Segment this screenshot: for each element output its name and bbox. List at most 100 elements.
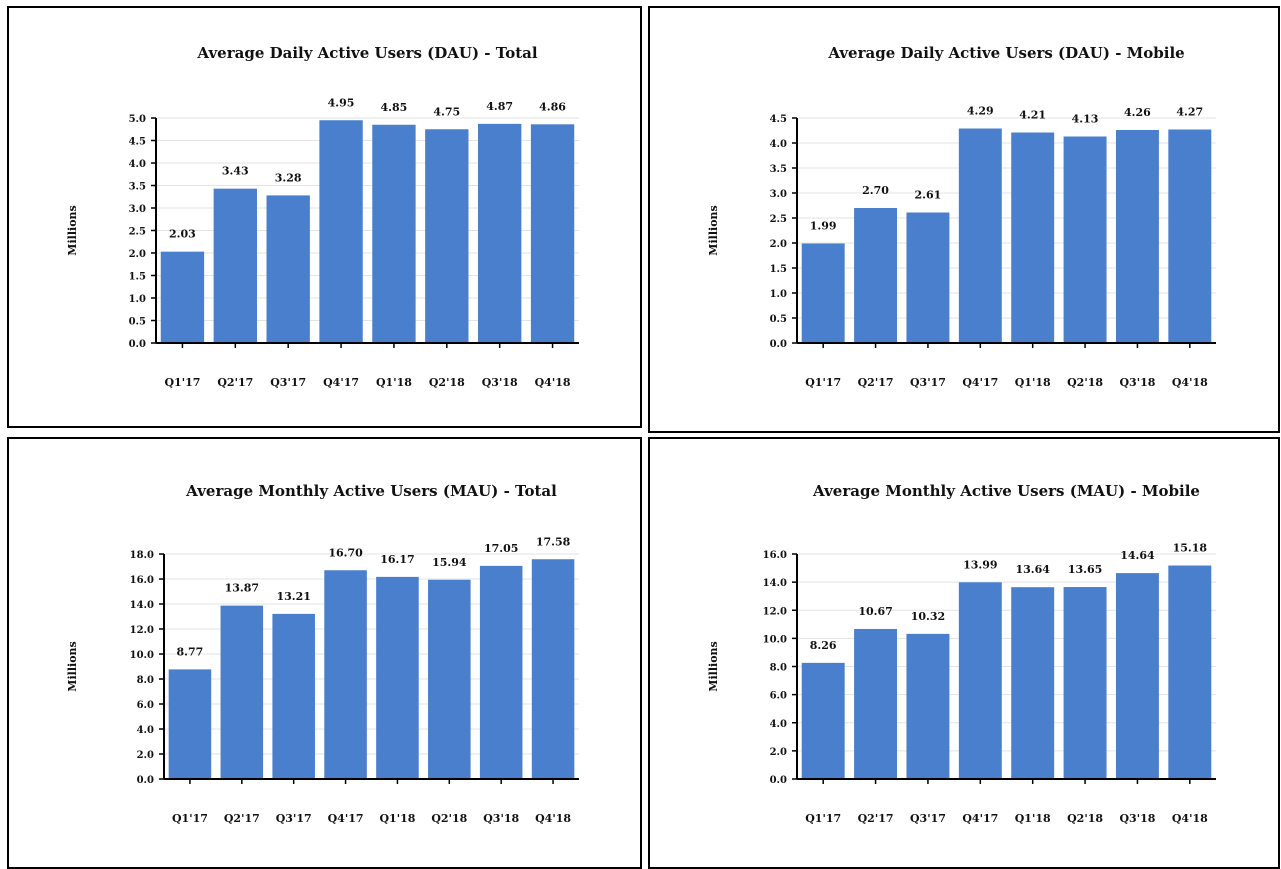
mau-total-y-tick-label: 16.0 bbox=[130, 575, 154, 586]
mau-mobile-data-label: 14.64 bbox=[1120, 549, 1155, 562]
mau-total-bar bbox=[428, 579, 471, 779]
mau-mobile-y-tick-label: 12.0 bbox=[763, 606, 787, 617]
mau-mobile-panel: Average Monthly Active Users (MAU) - Mob… bbox=[648, 437, 1280, 869]
dau-total-title: Average Daily Active Users (DAU) - Total bbox=[196, 44, 537, 62]
mau-mobile-bar bbox=[958, 582, 1002, 779]
mau-mobile-data-label: 13.99 bbox=[963, 558, 997, 571]
mau-mobile-data-label: 15.18 bbox=[1173, 542, 1208, 555]
dau-mobile-title: Average Daily Active Users (DAU) - Mobil… bbox=[827, 44, 1184, 62]
dau-total-x-tick-label: Q3'18 bbox=[482, 376, 518, 389]
dau-mobile-chart: Average Daily Active Users (DAU) - Mobil… bbox=[707, 44, 1216, 389]
mau-total-data-label: 15.94 bbox=[432, 556, 467, 569]
mau-mobile-bar bbox=[1011, 587, 1055, 779]
mau-mobile-data-label: 13.64 bbox=[1015, 563, 1050, 576]
dau-total-x-tick-label: Q1'17 bbox=[164, 376, 200, 389]
mau-mobile-y-tick-label: 8.0 bbox=[770, 663, 787, 674]
mau-mobile-x-tick-label: Q2'17 bbox=[858, 812, 894, 825]
dau-total-y-axis-title: Millions bbox=[66, 205, 79, 255]
dau-total-data-label: 4.86 bbox=[539, 100, 566, 113]
dau-total-x-tick-label: Q2'17 bbox=[217, 376, 253, 389]
dau-total-data-label: 4.75 bbox=[433, 105, 460, 118]
dau-mobile-x-tick-label: Q1'18 bbox=[1015, 376, 1051, 389]
dau-mobile-data-label: 4.27 bbox=[1176, 106, 1203, 119]
dau-total-chart: Average Daily Active Users (DAU) - Total… bbox=[66, 44, 579, 389]
mau-total-x-tick-label: Q4'17 bbox=[328, 812, 364, 825]
mau-total-y-tick-label: 2.0 bbox=[137, 750, 154, 761]
dau-total-data-label: 2.03 bbox=[169, 228, 196, 241]
dau-mobile-bar bbox=[801, 243, 845, 343]
mau-total-bar bbox=[168, 669, 212, 779]
dau-total-x-tick-label: Q2'18 bbox=[429, 376, 465, 389]
dau-total-y-tick-label: 3.5 bbox=[129, 182, 146, 193]
dau-total-y-tick-label: 0.0 bbox=[129, 339, 146, 350]
dau-total-data-label: 4.85 bbox=[381, 101, 408, 114]
mau-total-data-label: 13.87 bbox=[225, 582, 259, 595]
mau-total-title: Average Monthly Active Users (MAU) - Tot… bbox=[185, 482, 557, 500]
dau-total-y-tick-label: 3.0 bbox=[129, 204, 146, 215]
dau-total-bar bbox=[213, 188, 257, 343]
mau-mobile-data-label: 8.26 bbox=[810, 639, 837, 652]
dau-mobile-data-label: 4.26 bbox=[1124, 106, 1151, 119]
mau-total-bar bbox=[220, 605, 264, 779]
mau-mobile-y-axis-title: Millions bbox=[707, 641, 720, 691]
dau-mobile-y-tick-label: 0.0 bbox=[770, 339, 787, 350]
mau-total-x-tick-label: Q3'17 bbox=[276, 812, 312, 825]
dau-mobile-y-tick-label: 0.5 bbox=[770, 314, 787, 325]
dau-total-bar bbox=[319, 120, 363, 343]
dau-total-y-tick-label: 1.5 bbox=[129, 272, 146, 283]
mau-mobile-bar bbox=[1115, 573, 1159, 779]
dau-mobile-bar bbox=[1115, 130, 1159, 343]
dau-mobile-data-label: 4.29 bbox=[967, 105, 994, 118]
mau-total-y-tick-label: 10.0 bbox=[130, 650, 154, 661]
mau-mobile-x-tick-label: Q1'18 bbox=[1015, 812, 1051, 825]
mau-total-data-label: 16.70 bbox=[328, 546, 363, 559]
mau-total-bar bbox=[324, 570, 367, 779]
mau-mobile-title: Average Monthly Active Users (MAU) - Mob… bbox=[812, 482, 1200, 500]
dau-mobile-y-tick-label: 4.5 bbox=[770, 114, 787, 125]
mau-mobile-y-tick-label: 4.0 bbox=[770, 719, 787, 730]
dau-total-x-tick-label: Q4'17 bbox=[323, 376, 359, 389]
dau-total-y-tick-label: 0.5 bbox=[129, 317, 146, 328]
mau-mobile-bar bbox=[906, 633, 950, 779]
dau-mobile-x-tick-label: Q4'18 bbox=[1172, 376, 1208, 389]
dau-mobile-x-tick-label: Q1'17 bbox=[805, 376, 841, 389]
mau-mobile-y-tick-label: 2.0 bbox=[770, 747, 787, 758]
dau-mobile-y-tick-label: 1.0 bbox=[770, 289, 787, 300]
mau-total-bar bbox=[479, 565, 523, 779]
dau-total-data-label: 4.95 bbox=[328, 96, 355, 109]
mau-mobile-x-tick-label: Q2'18 bbox=[1067, 812, 1103, 825]
mau-total-y-axis-title: Millions bbox=[66, 641, 79, 691]
dau-mobile-data-label: 2.61 bbox=[915, 189, 942, 202]
mau-total-panel: Average Monthly Active Users (MAU) - Tot… bbox=[7, 437, 642, 869]
mau-total-y-tick-label: 0.0 bbox=[137, 775, 154, 786]
dau-mobile-x-tick-label: Q3'17 bbox=[910, 376, 946, 389]
mau-total-data-label: 17.58 bbox=[536, 535, 571, 548]
mau-total-x-tick-label: Q2'18 bbox=[431, 812, 467, 825]
dau-total-data-label: 4.87 bbox=[486, 100, 513, 113]
mau-mobile-x-tick-label: Q4'17 bbox=[962, 812, 998, 825]
dau-total-y-tick-label: 4.5 bbox=[129, 137, 146, 148]
mau-mobile-chart: Average Monthly Active Users (MAU) - Mob… bbox=[707, 482, 1216, 825]
dau-mobile-y-axis-title: Millions bbox=[707, 205, 720, 255]
mau-total-data-label: 17.05 bbox=[484, 542, 518, 555]
dau-mobile-y-tick-label: 2.5 bbox=[770, 214, 787, 225]
dau-mobile-panel: Average Daily Active Users (DAU) - Mobil… bbox=[648, 6, 1280, 433]
mau-mobile-y-tick-label: 16.0 bbox=[763, 550, 787, 561]
mau-total-data-label: 13.21 bbox=[276, 590, 310, 603]
dau-mobile-bar bbox=[1011, 132, 1055, 343]
dau-mobile-bar bbox=[1063, 136, 1107, 343]
dau-total-data-label: 3.43 bbox=[222, 165, 249, 178]
dau-mobile-x-tick-label: Q2'18 bbox=[1067, 376, 1103, 389]
mau-mobile-data-label: 10.67 bbox=[858, 605, 892, 618]
mau-total-y-tick-label: 6.0 bbox=[137, 700, 154, 711]
mau-mobile-y-tick-label: 10.0 bbox=[763, 634, 787, 645]
dau-total-x-tick-label: Q3'17 bbox=[270, 376, 306, 389]
mau-mobile-bar bbox=[801, 662, 845, 779]
mau-total-bar bbox=[272, 613, 315, 779]
dau-mobile-bar bbox=[958, 128, 1002, 343]
dau-total-y-tick-label: 1.0 bbox=[129, 294, 146, 305]
mau-mobile-data-label: 10.32 bbox=[911, 610, 945, 623]
dau-total-y-tick-label: 5.0 bbox=[129, 114, 146, 125]
mau-mobile-bar bbox=[854, 628, 898, 779]
mau-mobile-y-tick-label: 14.0 bbox=[763, 578, 787, 589]
